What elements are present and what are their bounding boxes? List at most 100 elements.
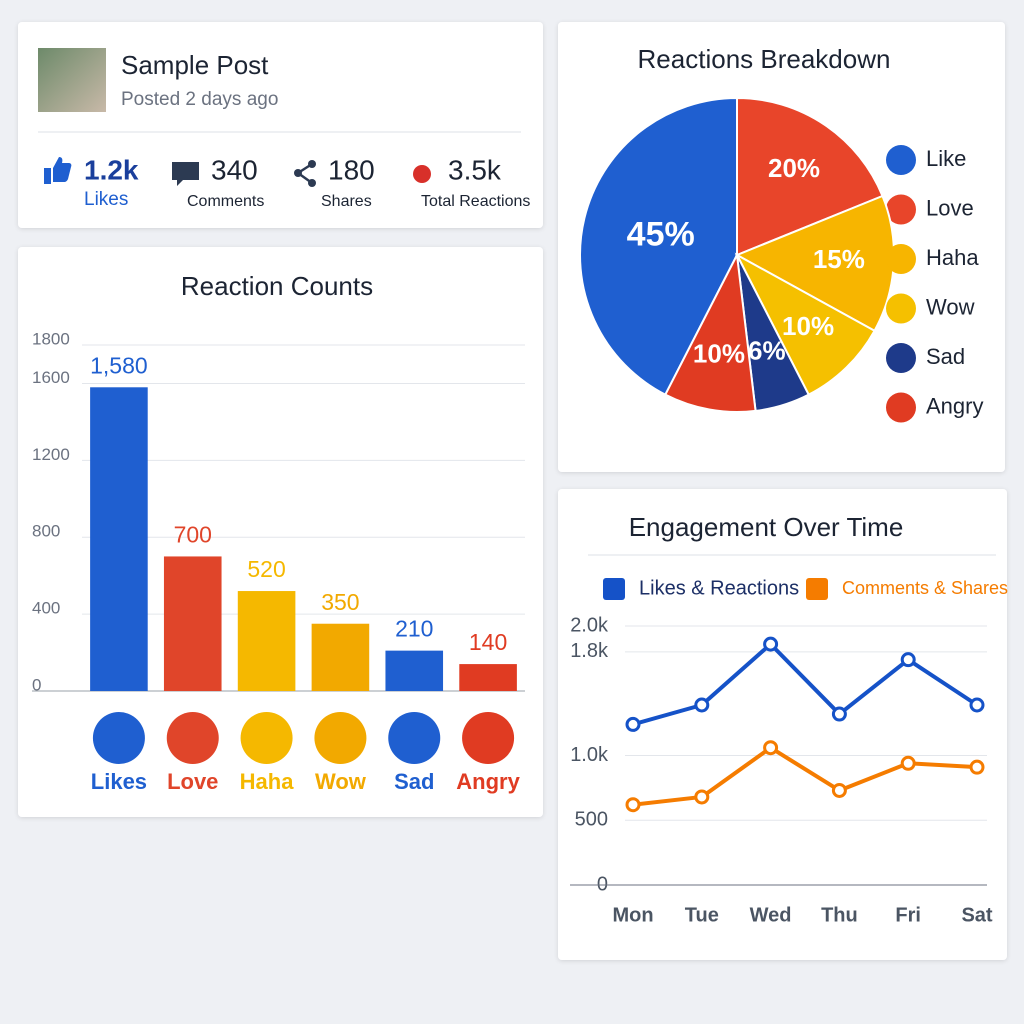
reactions-icon — [413, 165, 431, 183]
likes-label: Likes — [84, 189, 128, 210]
x-tick-label: Love — [167, 769, 218, 794]
slice-label: 6% — [748, 335, 786, 365]
total-label: Total Reactions — [421, 193, 530, 210]
pie-slice — [734, 252, 876, 397]
legend-label: Likes & Reactions — [639, 577, 799, 599]
post-title[interactable]: Sample Post — [121, 50, 269, 80]
pie-title: Reactions Breakdown — [638, 44, 891, 74]
point — [694, 789, 710, 805]
value-label: 1,580 — [90, 352, 148, 378]
legend-icon — [886, 145, 916, 175]
value-label: 700 — [174, 522, 212, 548]
y-tick-label: 2.0k — [570, 614, 609, 636]
value-label: 210 — [395, 616, 433, 642]
reaction-icon — [166, 712, 219, 764]
x-tick-label: Likes — [91, 769, 147, 794]
bar — [237, 591, 296, 691]
reaction-icon — [314, 712, 367, 764]
point — [831, 706, 847, 722]
pie-slice — [736, 96, 884, 257]
y-tick-label: 1200 — [32, 445, 70, 464]
value-label: 520 — [247, 556, 285, 582]
point — [625, 797, 641, 813]
legend-icon — [886, 392, 916, 423]
legend-icon — [886, 293, 916, 324]
slice-label: 45% — [627, 216, 695, 254]
slice-label: 10% — [782, 311, 834, 341]
legend-label: Haha — [926, 245, 979, 270]
slice-label: 15% — [813, 244, 865, 274]
legend-icon — [886, 244, 916, 274]
x-tick-label: Wed — [750, 904, 792, 926]
bar — [163, 556, 222, 691]
total-count: 3.5k — [448, 154, 502, 185]
reaction-icon — [240, 712, 293, 764]
point — [969, 697, 985, 713]
bar — [90, 387, 148, 691]
like-icon — [44, 157, 72, 184]
shares-label: Shares — [321, 193, 372, 210]
x-tick-label: Mon — [612, 904, 653, 926]
likes-count: 1.2k — [84, 154, 139, 185]
x-tick-label: Sad — [394, 769, 434, 794]
legend-icon — [886, 194, 916, 225]
line-title: Engagement Over Time — [629, 512, 904, 542]
x-tick-label: Haha — [240, 769, 295, 794]
x-tick-label: Wow — [315, 769, 367, 794]
bar-title: Reaction Counts — [181, 271, 373, 301]
point — [625, 716, 641, 732]
y-tick-label: 1600 — [32, 368, 70, 387]
legend-label: Comments & Shares — [842, 578, 1008, 598]
post-subtitle: Posted 2 days ago — [121, 89, 278, 110]
point — [763, 636, 779, 652]
x-tick-label: Tue — [685, 904, 719, 926]
pie-slice — [663, 251, 757, 413]
legend-label: Wow — [926, 294, 975, 319]
value-label: 350 — [321, 589, 359, 615]
y-tick-label: 500 — [575, 809, 608, 831]
point — [900, 652, 916, 668]
x-tick-label: Sat — [961, 904, 992, 926]
point — [763, 740, 779, 756]
y-tick-label: 800 — [32, 522, 60, 541]
legend-label: Like — [926, 146, 966, 171]
post-thumbnail — [38, 48, 106, 112]
y-tick-label: 1.0k — [570, 744, 609, 766]
legend-label: Angry — [926, 393, 983, 418]
point — [900, 755, 916, 771]
x-tick-label: Thu — [821, 904, 858, 926]
y-tick-label: 0 — [597, 873, 608, 895]
reaction-icon — [92, 712, 145, 764]
point — [694, 697, 710, 713]
x-tick-label: Angry — [456, 769, 520, 794]
comment-icon — [172, 162, 199, 186]
reaction-icon — [388, 712, 441, 764]
shares-count: 180 — [328, 154, 375, 185]
legend-icon — [806, 578, 828, 600]
comments-label: Comments — [187, 193, 264, 210]
legend-icon — [603, 578, 625, 600]
legend-label: Love — [926, 195, 974, 220]
pie-slice — [579, 96, 738, 397]
bar — [311, 623, 370, 691]
y-tick-label: 1800 — [32, 329, 70, 348]
post-card — [18, 22, 543, 228]
point — [969, 759, 985, 775]
point — [831, 782, 847, 798]
x-tick-label: Fri — [895, 904, 921, 926]
y-tick-label: 0 — [32, 675, 41, 694]
bar — [459, 664, 517, 691]
share-icon — [294, 160, 316, 187]
comments-count: 340 — [211, 154, 258, 185]
y-tick-label: 400 — [32, 599, 60, 618]
y-tick-label: 1.8k — [570, 640, 609, 662]
slice-label: 20% — [768, 153, 820, 183]
slice-label: 10% — [693, 338, 745, 368]
legend-icon — [886, 343, 916, 373]
bar — [385, 650, 444, 691]
line — [632, 745, 978, 807]
line-card — [558, 489, 1007, 960]
legend-label: Sad — [926, 344, 965, 369]
value-label: 140 — [469, 629, 507, 655]
